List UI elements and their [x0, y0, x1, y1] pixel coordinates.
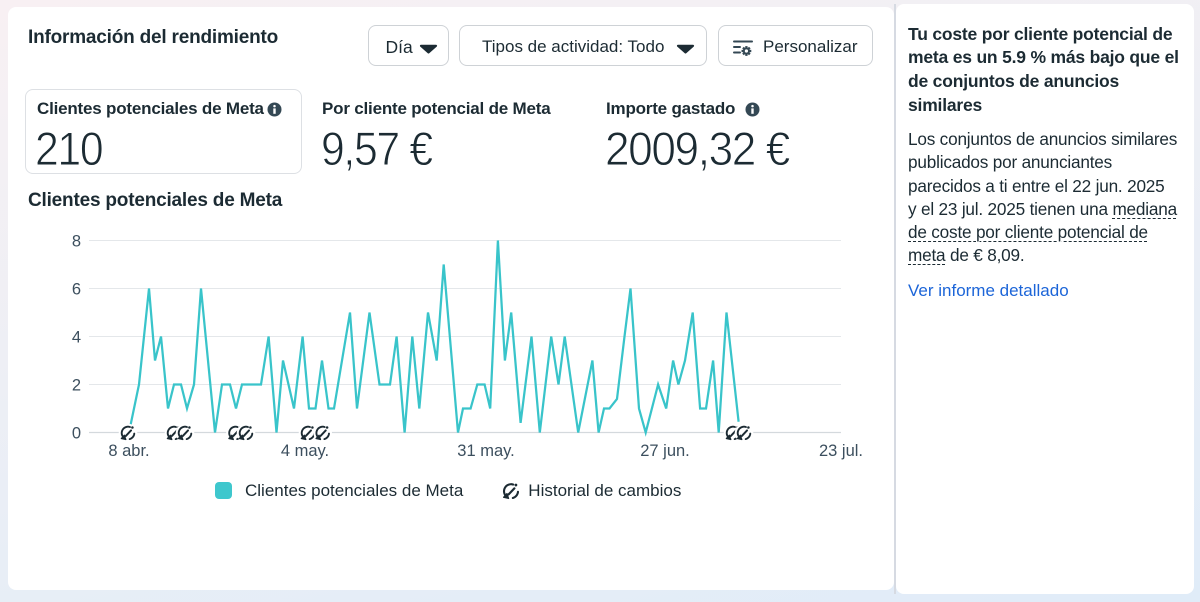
svg-text:31 may.: 31 may.: [457, 442, 514, 460]
svg-text:6: 6: [72, 281, 81, 299]
svg-text:4: 4: [72, 329, 81, 347]
svg-text:27 jun.: 27 jun.: [640, 442, 690, 460]
svg-text:8: 8: [72, 233, 81, 251]
svg-text:23 jul.: 23 jul.: [819, 442, 863, 460]
svg-text:0: 0: [72, 425, 81, 443]
svg-text:4 may.: 4 may.: [281, 442, 329, 460]
svg-text:8 abr.: 8 abr.: [108, 442, 149, 460]
svg-text:2: 2: [72, 377, 81, 395]
